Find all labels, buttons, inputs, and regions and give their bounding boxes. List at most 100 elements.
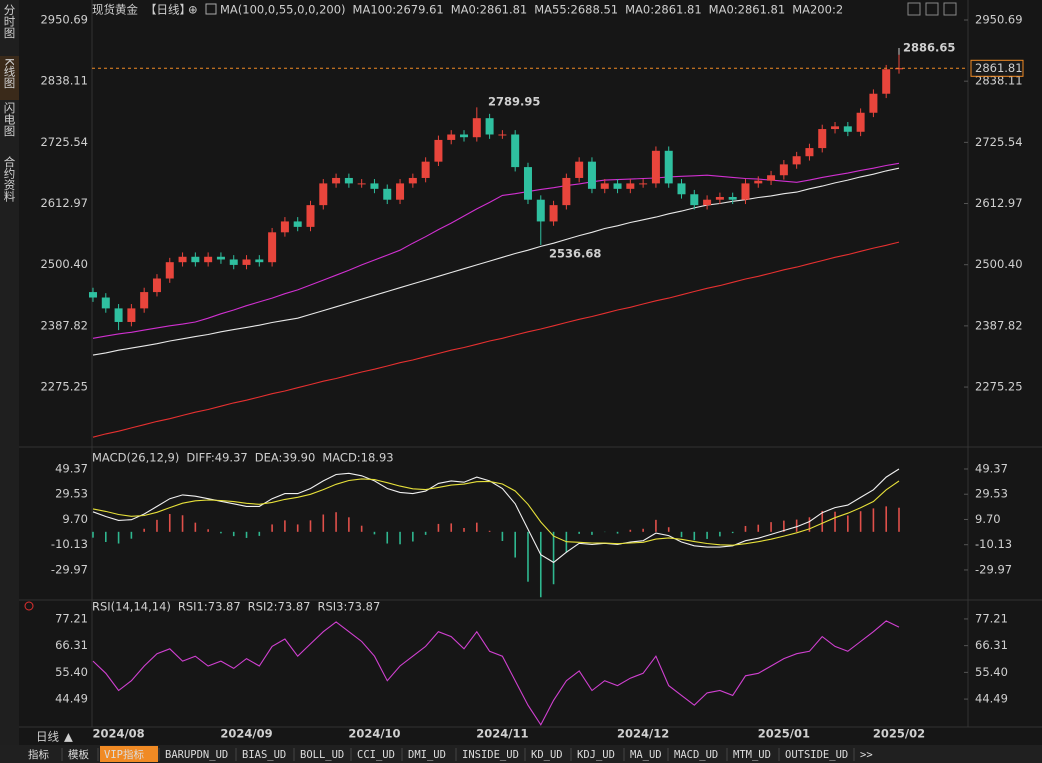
candle-body [715, 196, 724, 200]
candle-body [690, 194, 699, 206]
candle-body [216, 256, 225, 260]
candle-body [511, 134, 520, 168]
tab[interactable]: BOLL_UD [300, 749, 344, 761]
candle-body [140, 292, 149, 309]
tab[interactable]: >> [860, 749, 873, 761]
y-tick-label: 44.49 [975, 692, 1008, 706]
rsi-icon[interactable] [24, 601, 34, 611]
candle-body [523, 167, 532, 200]
y-tick-label: -29.97 [51, 562, 88, 576]
timeframe[interactable]: 日线 [36, 730, 59, 744]
y-tick-label: -10.13 [975, 537, 1012, 551]
sidebar-tab[interactable]: 闪电图 [3, 101, 17, 137]
macd-line [92, 478, 900, 546]
y-tick-label: 2612.97 [40, 196, 88, 210]
candle-body [229, 259, 238, 265]
tab[interactable]: MTM_UD [733, 749, 771, 761]
settings-icon[interactable] [205, 3, 217, 15]
tab[interactable]: INSIDE_UD [462, 749, 519, 761]
candle-body [344, 177, 353, 184]
x-tick-label: 2024/12 [617, 727, 669, 741]
y-tick-label: 2387.82 [40, 318, 88, 332]
y-tick-label: -10.13 [51, 537, 88, 551]
tab[interactable]: VIP指标 [104, 748, 144, 761]
candle-body [498, 134, 507, 136]
y-tick-label: 2950.69 [40, 13, 88, 27]
candle-body [370, 183, 379, 189]
candle-body [152, 278, 161, 293]
candle-body [280, 221, 289, 233]
candle-body [306, 205, 315, 227]
tab[interactable]: DMI_UD [408, 749, 446, 761]
candle-body [293, 221, 302, 227]
legend-item: MA0:2861.81 [709, 3, 786, 17]
ma-line [92, 241, 900, 438]
x-tick-label: 2024/11 [476, 727, 528, 741]
candle-body [191, 256, 200, 263]
candle-body [626, 183, 635, 189]
candle-body [357, 183, 366, 185]
tab[interactable]: KDJ_UD [577, 749, 615, 761]
legend-item: MA100:2679.61 [353, 3, 444, 17]
candle-body [843, 126, 852, 132]
y-tick-label: 2838.11 [975, 74, 1023, 88]
candle-body [728, 196, 737, 200]
tab[interactable]: BIAS_UD [242, 749, 286, 761]
x-tick-label: 2024/09 [220, 727, 272, 741]
candle-body [754, 180, 763, 184]
sidebar-tab[interactable]: 合约资料 [3, 155, 17, 203]
y-tick-label: 2275.25 [975, 380, 1023, 394]
legend-item: MACD:18.93 [322, 451, 393, 465]
legend-item: RSI2:73.87 [248, 600, 311, 614]
window-button[interactable] [925, 2, 939, 16]
sidebar-tab[interactable]: K线图 [3, 58, 17, 89]
window-button[interactable] [907, 2, 921, 16]
tab[interactable]: 模板 [68, 748, 89, 761]
y-tick-label: 2950.69 [975, 13, 1023, 27]
y-tick-label: 77.21 [975, 611, 1008, 625]
tab[interactable]: CCI_UD [357, 749, 395, 761]
legend-item: DIFF:49.37 [186, 451, 247, 465]
y-tick-label: 2612.97 [975, 196, 1023, 210]
tab[interactable]: BARUPDN_UD [165, 749, 228, 761]
y-tick-label: 55.40 [55, 665, 88, 679]
sidebar-tab[interactable]: 分时图 [3, 4, 17, 39]
candle-body [818, 129, 827, 149]
sidebar [0, 0, 19, 745]
legend-item: 【日线】 [145, 3, 191, 17]
candle-body [767, 175, 776, 181]
candle-body [127, 308, 136, 322]
y-tick-label: -29.97 [975, 562, 1012, 576]
legend-item: RSI(14,14,14) [92, 600, 171, 614]
candle-body [178, 256, 187, 263]
y-tick-label: 2725.54 [40, 135, 88, 149]
y-tick-label: 2500.40 [975, 257, 1023, 271]
candle-body [114, 308, 123, 322]
tab[interactable]: KD_UD [531, 749, 563, 761]
candle-body [779, 164, 788, 176]
tab[interactable]: 指标 [28, 748, 49, 761]
y-tick-label: 49.37 [55, 461, 88, 475]
legend-item: MA(100,0,55,0,0,200) [220, 3, 346, 17]
tab[interactable]: OUTSIDE_UD [785, 749, 848, 761]
y-tick-label: 29.53 [975, 487, 1008, 501]
candle-body [396, 183, 405, 200]
y-tick-label: 55.40 [975, 665, 1008, 679]
legend-item: MA55:2688.51 [534, 3, 618, 17]
candle-body [831, 126, 840, 130]
timeframe-arrow[interactable]: ▲ [64, 730, 73, 744]
tab[interactable]: MA_UD [630, 749, 662, 761]
window-button[interactable] [943, 2, 957, 16]
y-tick-label: 2725.54 [975, 135, 1023, 149]
candle-body [651, 150, 660, 184]
tab[interactable]: MACD_UD [674, 749, 718, 761]
legend-item: MA0:2861.81 [625, 3, 702, 17]
y-tick-label: 66.31 [975, 638, 1008, 652]
legend-item: MA0:2861.81 [451, 3, 528, 17]
candle-body [562, 177, 571, 206]
candle-body [600, 183, 609, 189]
y-tick-label: 2838.11 [40, 74, 88, 88]
candle-body [255, 259, 264, 263]
add-icon[interactable]: ⊕ [188, 3, 198, 17]
